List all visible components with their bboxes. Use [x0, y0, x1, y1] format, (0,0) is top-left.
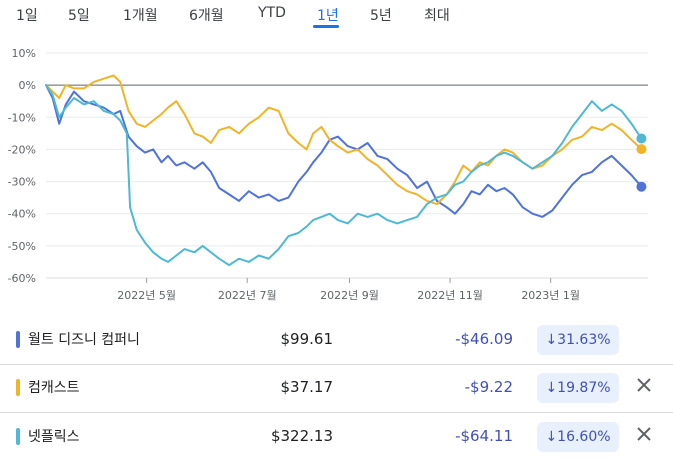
stock-price: $99.61	[280, 330, 334, 348]
y-tick-label: 0%	[19, 79, 36, 92]
x-tick-label: 2022년 5월	[117, 289, 176, 302]
tab-5d[interactable]: 5일	[68, 8, 90, 24]
y-tick-label: -40%	[8, 208, 36, 221]
stock-price: $322.13	[270, 427, 333, 445]
stock-price: $37.17	[280, 378, 334, 396]
series-line-2	[45, 84, 643, 267]
y-tick-label: -20%	[8, 143, 36, 156]
x-tick-label: 2022년 9월	[320, 289, 379, 302]
active-tab-indicator	[313, 25, 339, 28]
series-end-dots	[636, 133, 647, 192]
row-divider	[0, 412, 673, 413]
y-tick-label: -10%	[8, 111, 36, 124]
remove-comparison-close-icon[interactable]	[634, 424, 654, 444]
series-color-swatch	[16, 428, 20, 445]
stock-row-comcast[interactable]: 컴캐스트 $37.17 -$9.22 ↓19.87%	[0, 364, 673, 412]
price-change: -$9.22	[464, 378, 513, 396]
stock-row-netflix[interactable]: 넷플릭스 $322.13 -$64.11 ↓16.60%	[0, 413, 673, 461]
y-tick-label: -50%	[8, 240, 36, 253]
chart-grid	[46, 52, 648, 279]
series-lines	[45, 74, 643, 267]
percent-change-badge: ↓19.87%	[537, 373, 619, 403]
stock-name: 월트 디즈니 컴퍼니	[28, 332, 140, 348]
comparison-chart: 10%0%-10%-20%-30%-40%-50%-60% 2022년 5월 20…	[8, 47, 648, 302]
series-line-1	[45, 74, 643, 206]
tab-1m[interactable]: 1개월	[123, 8, 158, 24]
percent-change-badge: ↓31.63%	[537, 325, 619, 355]
tab-1y[interactable]: 1년	[317, 8, 339, 24]
percent-change-badge: ↓16.60%	[537, 422, 619, 452]
series-end-point-1	[636, 144, 647, 155]
series-end-point-2	[636, 133, 647, 144]
y-tick-label: 10%	[12, 47, 36, 60]
period-tabs: 1일 5일 1개월 6개월 YTD 1년 5년 최대	[0, 0, 673, 32]
tab-5y[interactable]: 5년	[370, 8, 392, 24]
y-tick-label: -60%	[8, 272, 36, 285]
series-color-swatch	[16, 331, 20, 348]
series-end-point-0	[636, 181, 647, 192]
price-change: -$64.11	[455, 427, 513, 445]
stock-name: 넷플릭스	[28, 429, 80, 445]
series-color-swatch	[16, 379, 20, 396]
tab-1d[interactable]: 1일	[16, 8, 38, 24]
y-tick-label: -30%	[8, 176, 36, 189]
tab-max[interactable]: 최대	[424, 8, 450, 24]
x-axis: 2022년 5월 2022년 7월 2022년 9월 2022년 11월 2023년 1…	[46, 277, 648, 302]
tab-ytd[interactable]: YTD	[258, 5, 286, 21]
stock-row-disney[interactable]: 월트 디즈니 컴퍼니 $99.61 -$46.09 ↓31.63%	[0, 316, 673, 364]
stock-name: 컴캐스트	[28, 380, 80, 396]
x-tick-label: 2022년 7월	[218, 289, 277, 302]
x-tick-label: 2023년 1월	[521, 289, 580, 302]
price-change: -$46.09	[455, 330, 513, 348]
remove-comparison-close-icon[interactable]	[634, 375, 654, 395]
x-tick-label: 2022년 11월	[417, 289, 483, 302]
row-divider	[0, 364, 673, 365]
y-axis-labels: 10% 0% -10% -20% -30% -40% -50% -60%	[8, 47, 36, 285]
tab-6m[interactable]: 6개월	[189, 8, 224, 24]
